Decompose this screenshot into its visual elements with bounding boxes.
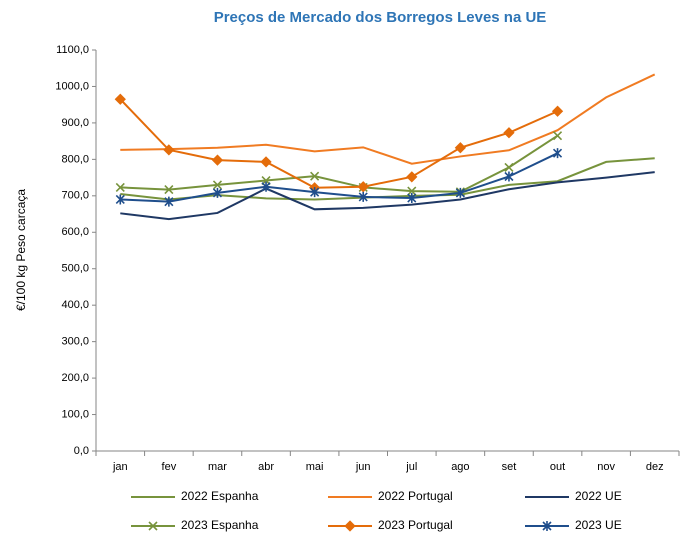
y-tick-label: 1100,0 (56, 44, 89, 56)
data-point (552, 131, 563, 141)
data-point (261, 181, 271, 192)
legend-label: 2023 Portugal (378, 518, 453, 532)
legend-marker (344, 520, 356, 532)
legend-label: 2022 Espanha (181, 489, 259, 503)
x-tick-label: out (550, 461, 565, 473)
data-point (115, 194, 125, 205)
data-point (163, 144, 175, 156)
data-point (454, 142, 467, 154)
legend-label: 2023 UE (575, 518, 622, 532)
x-tick-label: dez (646, 461, 664, 473)
y-tick-label: 600,0 (61, 226, 89, 238)
chart-title: Preços de Mercado dos Borregos Leves na … (214, 9, 547, 26)
y-tick-label: 700,0 (61, 190, 89, 202)
data-point (211, 154, 224, 166)
data-point (310, 171, 320, 181)
data-point (503, 127, 515, 139)
y-tick-label: 300,0 (61, 336, 89, 348)
data-point (552, 148, 563, 159)
y-tick-label: 400,0 (61, 299, 89, 311)
data-point (115, 182, 125, 192)
x-tick-label: mar (208, 461, 227, 473)
y-tick-label: 800,0 (61, 153, 89, 165)
data-point (551, 105, 564, 117)
legend-label: 2022 UE (575, 489, 622, 503)
data-point (407, 186, 417, 196)
data-point (406, 171, 418, 183)
series-line (119, 98, 558, 189)
legend-label: 2023 Espanha (181, 518, 259, 532)
x-tick-label: ago (451, 461, 469, 473)
y-tick-label: 1000,0 (55, 80, 89, 92)
data-point (310, 187, 320, 198)
x-tick-label: mai (306, 461, 324, 473)
legend-marker (148, 521, 158, 531)
y-tick-label: 200,0 (61, 372, 89, 384)
series-line (120, 152, 558, 203)
data-point (164, 185, 174, 195)
x-tick-label: fev (162, 461, 177, 473)
data-point (260, 156, 272, 168)
legend-label: 2022 Portugal (378, 489, 453, 503)
data-point (212, 187, 223, 198)
series-line (120, 157, 655, 201)
y-tick-label: 500,0 (61, 263, 89, 275)
x-tick-label: nov (597, 461, 615, 473)
series-line (120, 73, 656, 165)
y-tick-label: 100,0 (61, 408, 89, 420)
y-tick-label: 0,0 (74, 445, 89, 457)
legend-marker (542, 521, 552, 531)
x-tick-label: jul (405, 461, 417, 473)
x-tick-label: jun (355, 461, 371, 473)
data-point (358, 191, 368, 202)
data-point (164, 196, 174, 207)
data-point (504, 162, 514, 172)
data-point (504, 171, 514, 182)
x-tick-label: abr (258, 461, 274, 473)
data-point (455, 187, 465, 198)
data-point (212, 180, 223, 190)
y-tick-label: 900,0 (61, 117, 89, 129)
series-line (120, 134, 559, 193)
y-axis-label: €/100 kg Peso carcaça (14, 189, 28, 311)
x-tick-label: set (502, 461, 517, 473)
data-point (407, 193, 417, 204)
series-line (120, 171, 655, 221)
data-point (114, 93, 126, 105)
x-tick-label: jan (112, 461, 128, 473)
data-point (357, 181, 369, 193)
